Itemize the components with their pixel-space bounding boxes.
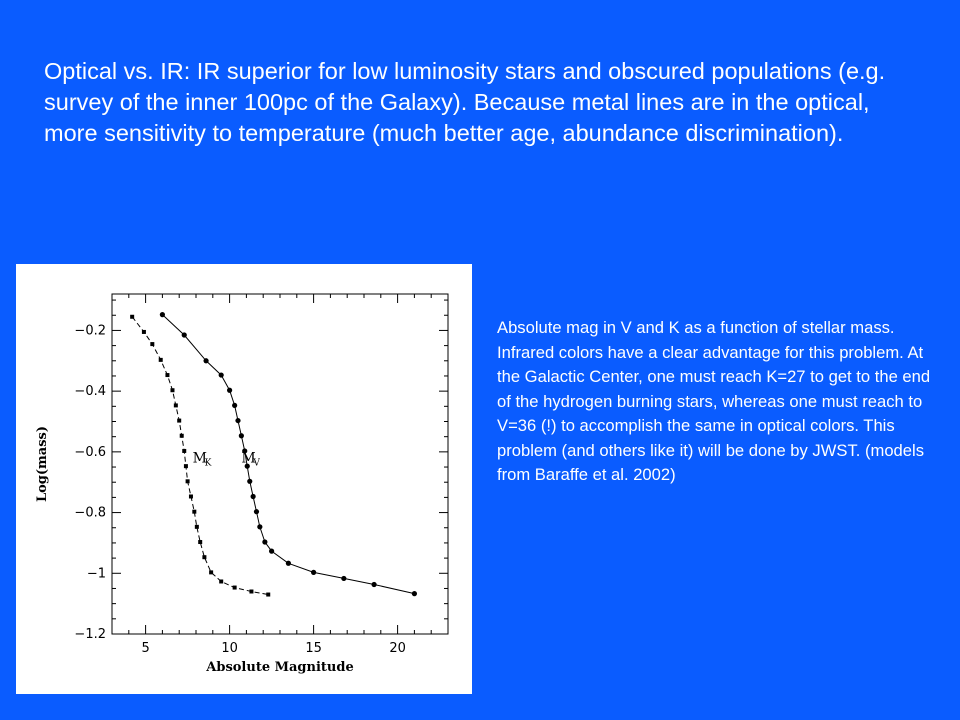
data-point [165, 373, 170, 378]
data-point [341, 575, 347, 582]
data-point [219, 579, 224, 584]
series-label-sub-1: V [252, 458, 260, 468]
data-point [266, 592, 271, 597]
data-point [179, 433, 184, 438]
data-point [235, 417, 241, 424]
data-point [130, 314, 135, 319]
data-point [257, 524, 263, 530]
data-point [218, 372, 224, 378]
y-tick-label: −1.2 [74, 627, 106, 642]
data-point [198, 540, 203, 545]
data-point [253, 509, 260, 515]
y-tick-label: −0.8 [74, 506, 106, 521]
data-point [170, 388, 175, 393]
data-point [209, 570, 214, 575]
mass-magnitude-chart: 5 10 15 20 −0.2 −0.4 −0.6 −0.8 −1 −1.2 Absolute M… [35, 293, 449, 675]
data-point [141, 329, 146, 334]
x-tick-label: 10 [221, 641, 238, 656]
y-axis-title: Log(mass) [35, 426, 50, 502]
data-point [159, 312, 165, 318]
data-point [238, 433, 244, 439]
slide-heading-text: Optical vs. IR: IR superior for low lumi… [44, 58, 886, 146]
plot-frame [111, 293, 449, 635]
y-tick-label: −0.6 [74, 445, 106, 460]
x-tick-label: 20 [389, 641, 406, 656]
data-point [232, 585, 237, 590]
data-point [181, 332, 187, 338]
data-point [411, 591, 417, 597]
data-point [269, 548, 275, 554]
y-tick-label: −0.2 [74, 323, 106, 338]
x-tick-label: 5 [141, 641, 149, 656]
x-axis-title: Absolute Magnitude [205, 660, 353, 675]
data-point [188, 494, 193, 499]
data-point [158, 357, 163, 362]
data-point [247, 478, 253, 484]
data-point [203, 358, 209, 364]
data-point [192, 509, 197, 514]
y-tick-label: −0.4 [74, 384, 106, 399]
y-tick-label: −1 [87, 566, 106, 581]
data-point [194, 524, 199, 529]
series-label-0: M [193, 450, 207, 466]
data-point [202, 555, 207, 560]
data-point [232, 402, 238, 409]
data-point [185, 479, 190, 484]
data-point [150, 342, 155, 347]
data-point [311, 569, 317, 575]
data-point [371, 581, 377, 588]
data-point [249, 589, 254, 594]
data-point [285, 560, 291, 566]
data-point [183, 464, 188, 469]
mass-magnitude-figure: 5 10 15 20 −0.2 −0.4 −0.6 −0.8 −1 −1.2 Absolute M… [16, 264, 472, 694]
data-point [173, 403, 178, 408]
data-point [227, 387, 233, 393]
x-tick-label: 15 [305, 641, 322, 656]
figure-caption: Absolute mag in V and K as a function of… [497, 318, 931, 484]
data-point [262, 539, 268, 545]
data-point [182, 448, 187, 453]
data-point [242, 448, 248, 454]
series-line-0 [131, 316, 269, 595]
data-point [177, 418, 182, 423]
series-label-sub-0: K [205, 458, 212, 468]
data-point [250, 493, 256, 500]
series-label-1: M [241, 450, 255, 466]
data-point [244, 463, 250, 469]
